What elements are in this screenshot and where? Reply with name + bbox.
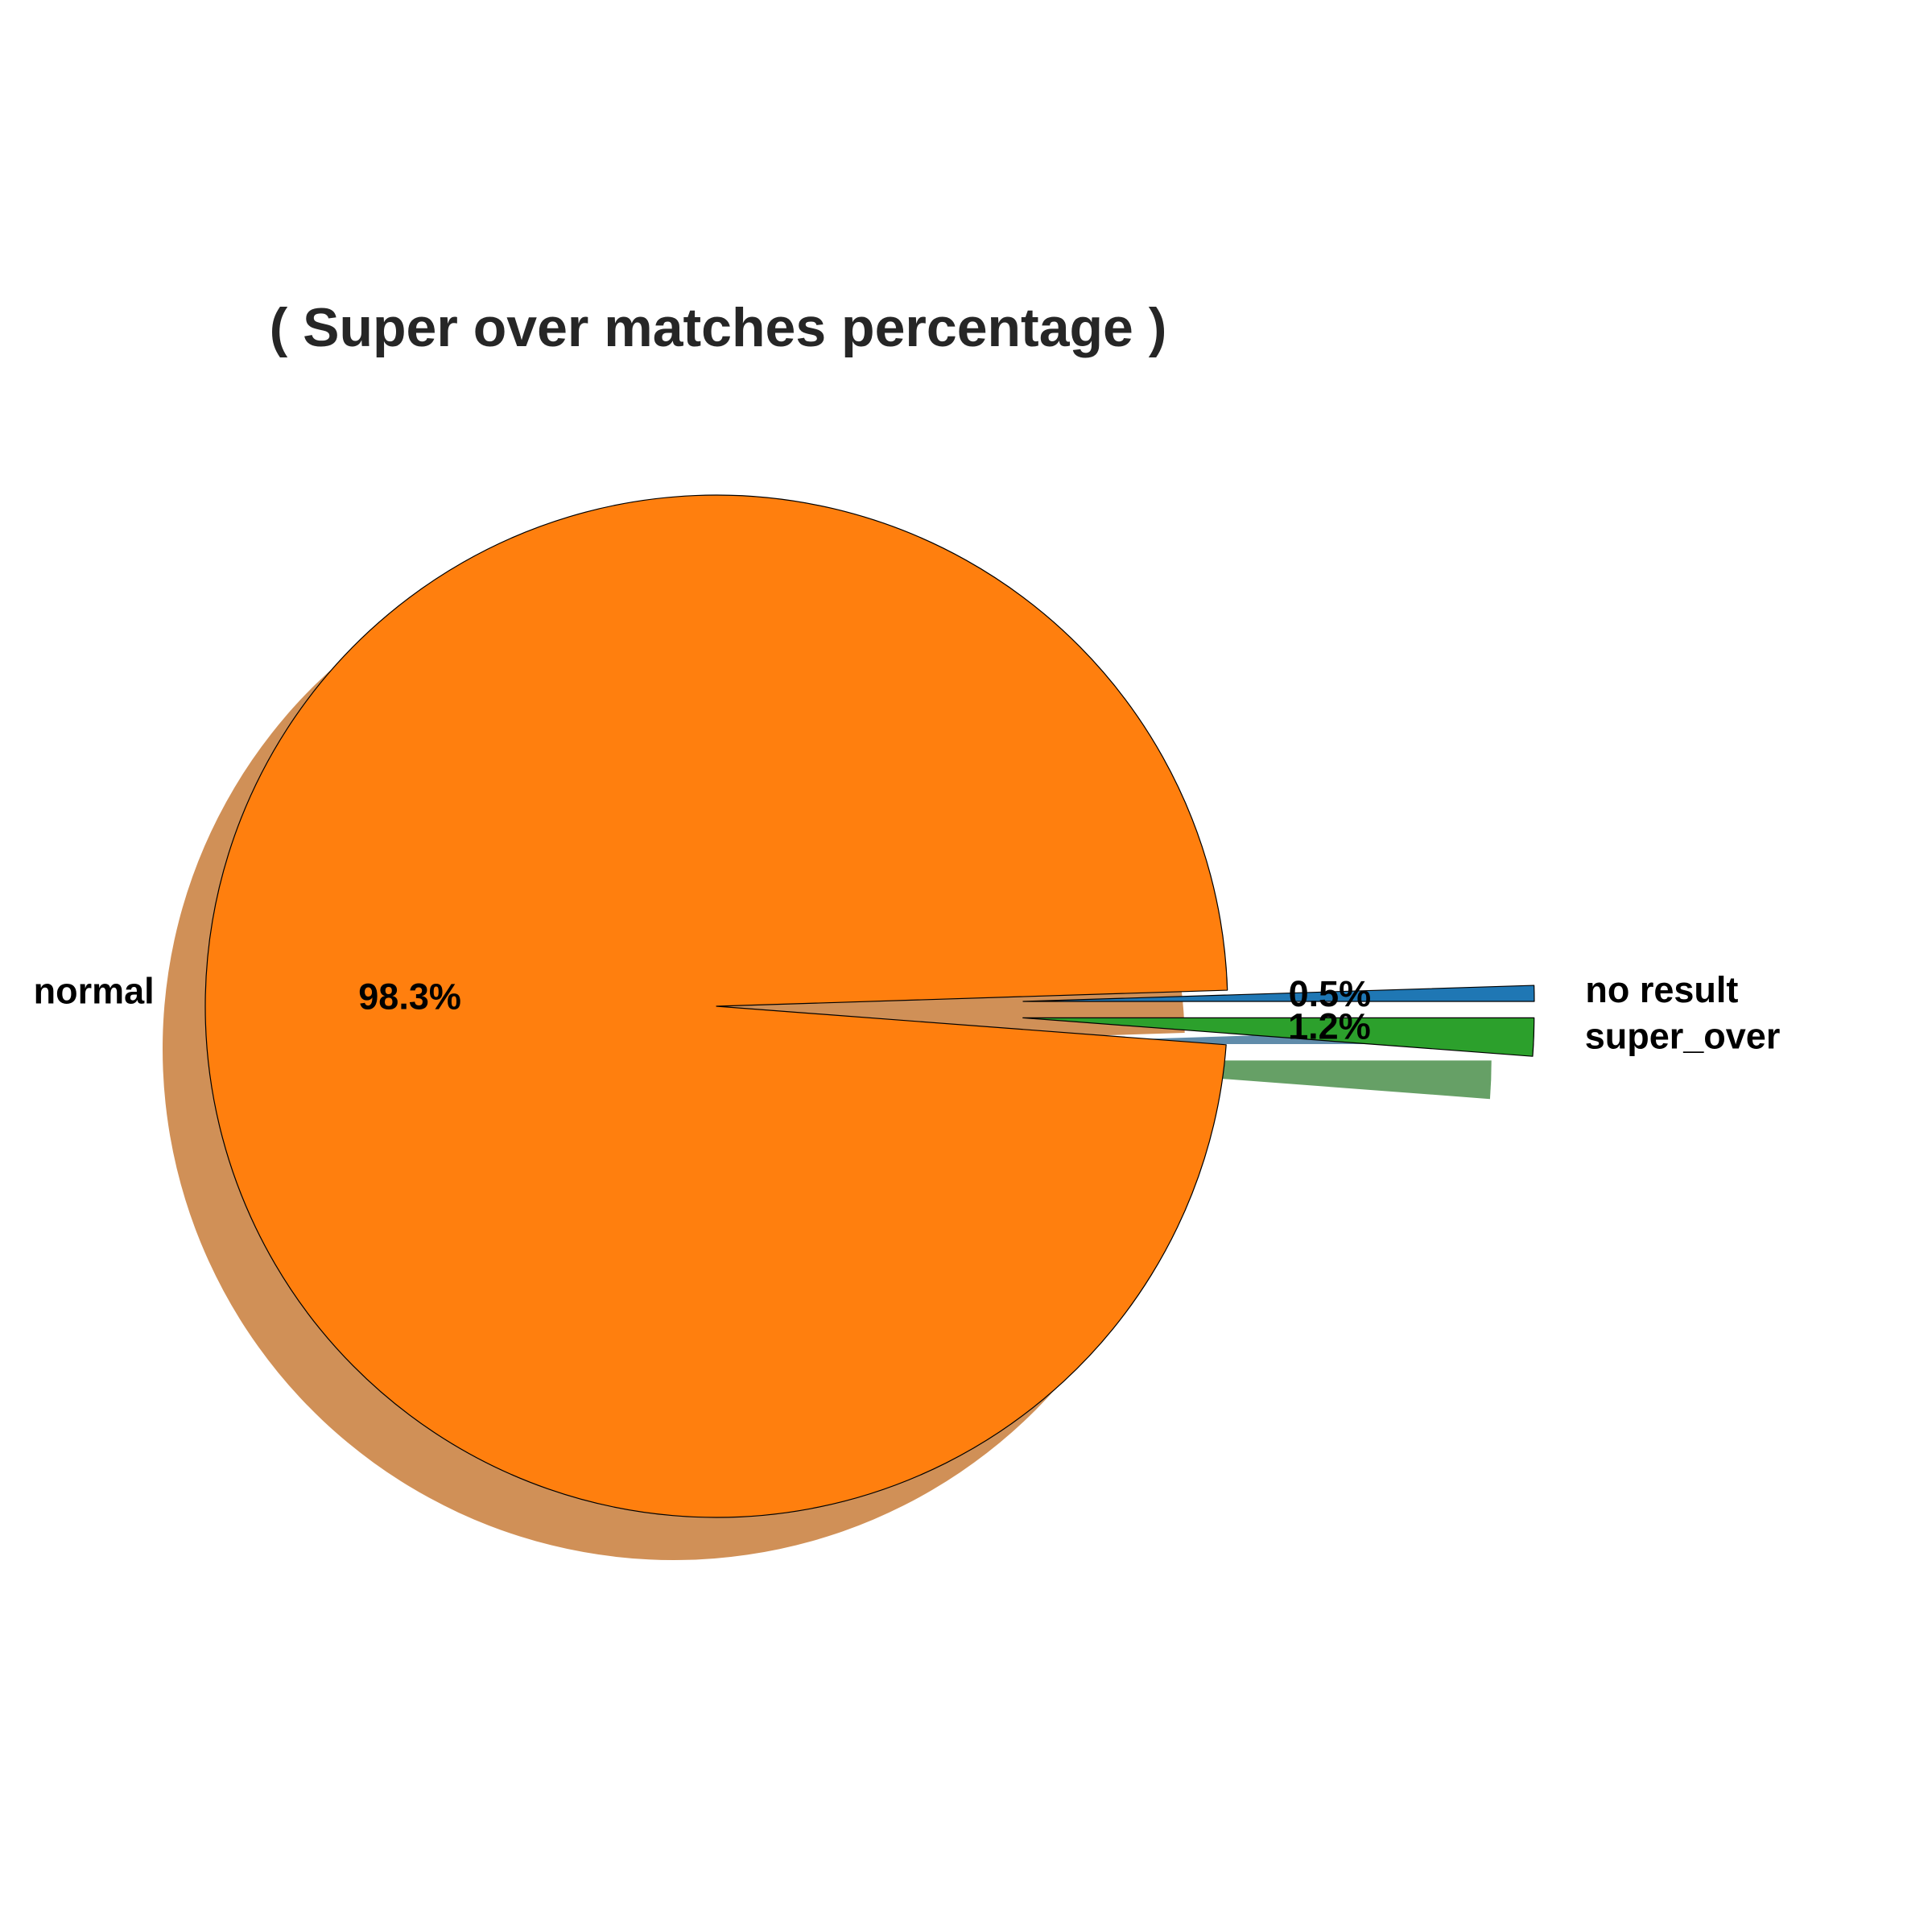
slice-label-super-over: super_over: [1585, 1016, 1781, 1057]
slice-percent-super-over: 1.2%: [1288, 1006, 1371, 1047]
pie-slice-normal: [204, 494, 1228, 1518]
slice-label-no-result: no result: [1585, 969, 1738, 1010]
slice-percent-no-result: 0.5%: [1289, 973, 1372, 1014]
slice-layer: [204, 494, 1535, 1518]
label-layer: no result 0.5% normal 98.3% super_over 1.2%: [34, 969, 1781, 1057]
pie-slice-no-result: [1022, 985, 1535, 1002]
pie-slice-super-over: [1022, 1017, 1535, 1057]
slice-percent-normal: 98.3%: [358, 976, 461, 1018]
slice-label-normal: normal: [34, 971, 155, 1012]
chart-title: ( Super over matches percentage ): [270, 297, 1167, 358]
